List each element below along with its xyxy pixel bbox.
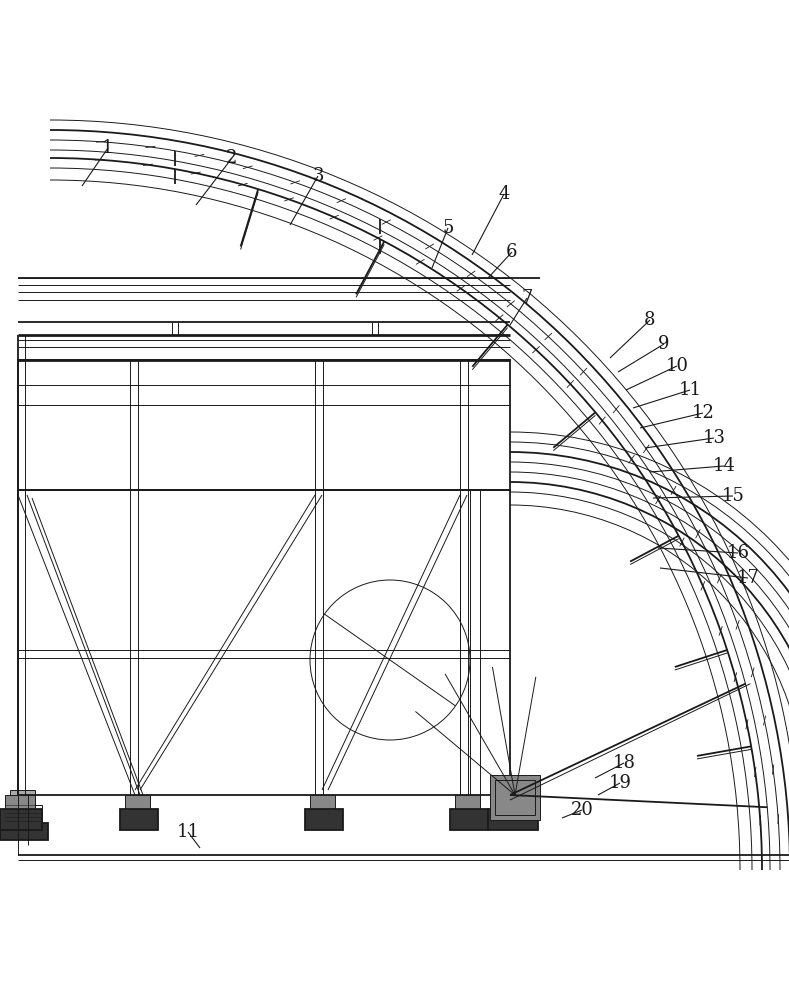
Text: 14: 14 xyxy=(712,457,735,475)
Text: 15: 15 xyxy=(722,487,745,505)
Bar xyxy=(0,809,42,830)
Bar xyxy=(5,805,42,823)
Text: 20: 20 xyxy=(570,801,593,819)
Text: 4: 4 xyxy=(499,185,510,203)
Text: 18: 18 xyxy=(612,754,635,772)
Text: 19: 19 xyxy=(608,774,631,792)
Text: 12: 12 xyxy=(692,404,714,422)
Text: 17: 17 xyxy=(737,569,760,587)
Text: 13: 13 xyxy=(702,429,726,447)
Bar xyxy=(5,795,35,813)
Text: 9: 9 xyxy=(658,335,670,353)
Bar xyxy=(495,795,530,813)
Bar xyxy=(455,795,480,813)
Bar xyxy=(450,809,488,830)
Bar xyxy=(490,775,540,820)
Text: 5: 5 xyxy=(443,219,454,237)
Text: 16: 16 xyxy=(727,544,750,562)
Text: 11: 11 xyxy=(679,381,701,399)
Bar xyxy=(120,809,158,830)
Bar xyxy=(0,823,48,840)
Bar xyxy=(125,795,150,813)
Bar xyxy=(18,490,510,795)
Text: 11: 11 xyxy=(177,823,200,841)
Text: 3: 3 xyxy=(312,167,323,185)
Bar xyxy=(10,790,35,810)
Bar xyxy=(488,809,538,830)
Text: 1: 1 xyxy=(103,139,114,157)
Bar xyxy=(18,360,510,490)
Bar xyxy=(495,780,535,815)
Text: 8: 8 xyxy=(645,311,656,329)
Text: 2: 2 xyxy=(226,149,237,167)
Text: 7: 7 xyxy=(522,289,533,307)
Text: 6: 6 xyxy=(507,243,518,261)
Bar xyxy=(310,795,335,813)
Text: 10: 10 xyxy=(665,357,689,375)
Bar xyxy=(305,809,343,830)
